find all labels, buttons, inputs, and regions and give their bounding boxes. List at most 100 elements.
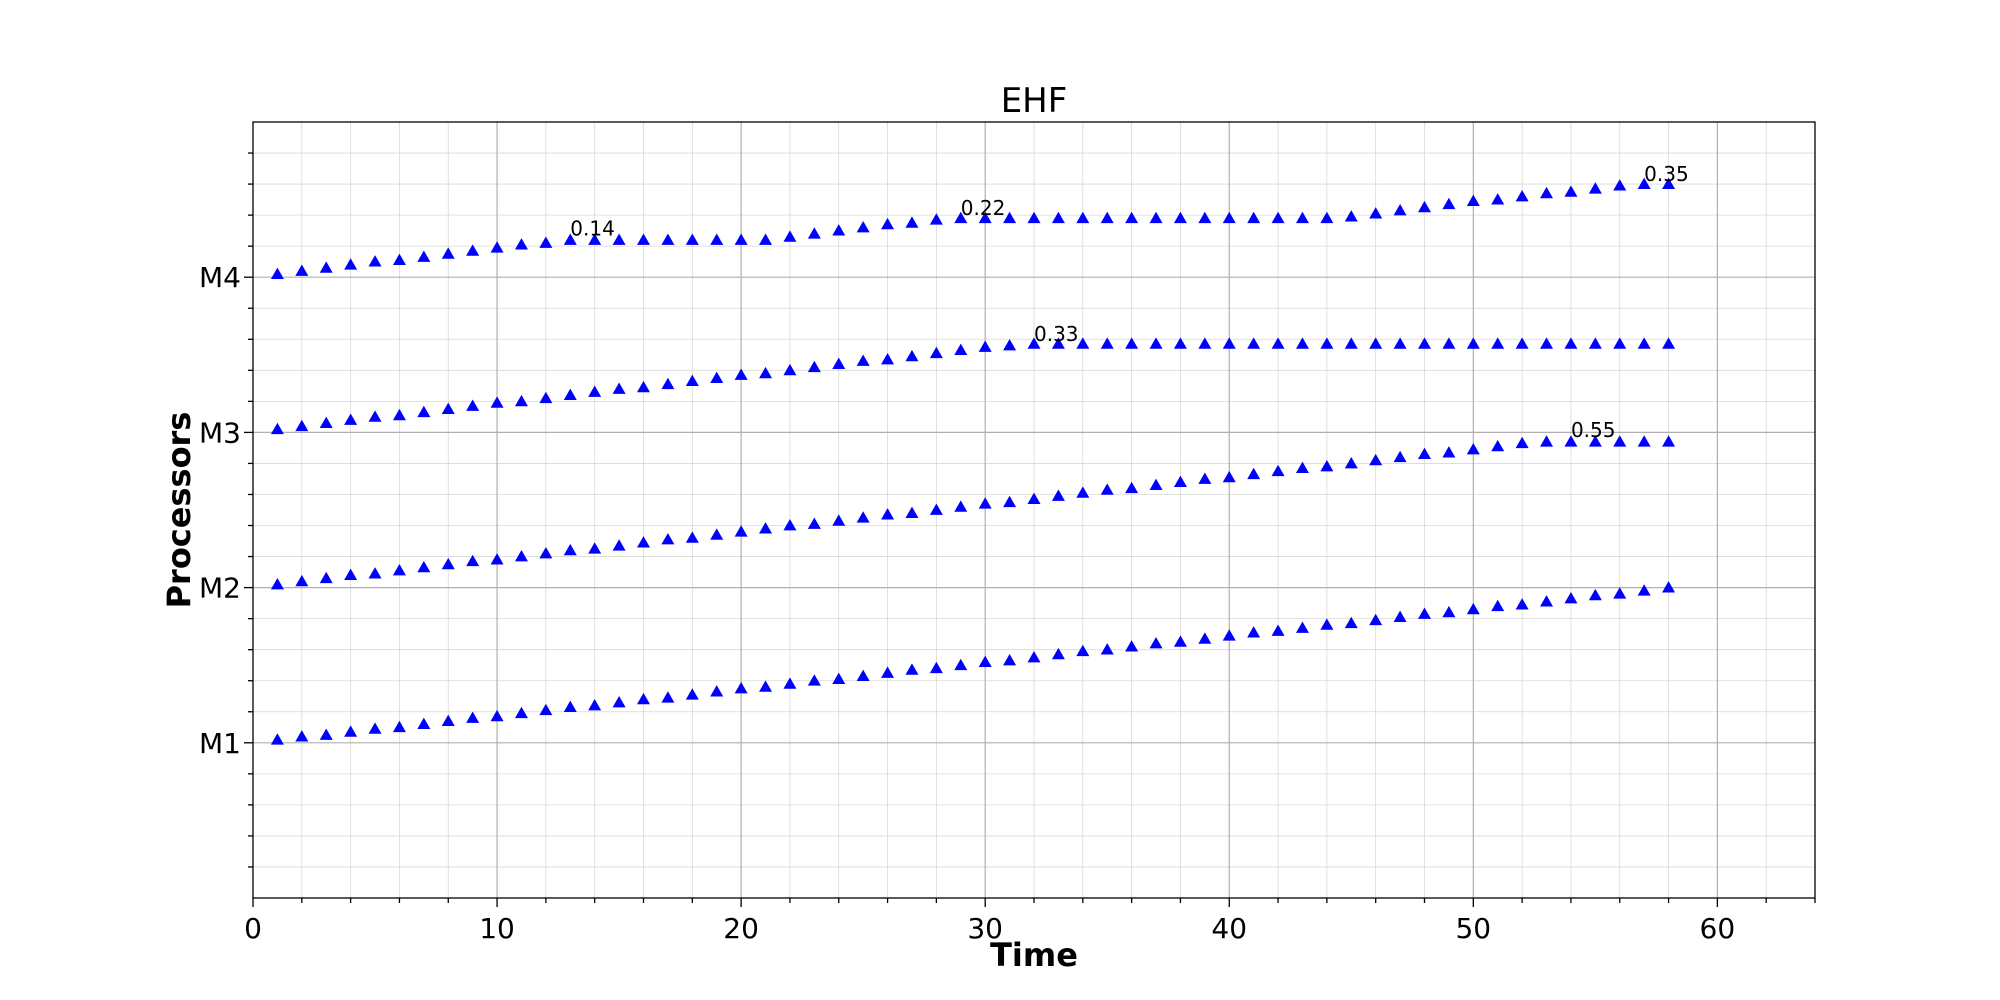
- data-point-m3: [1271, 337, 1285, 349]
- data-point-m4: [929, 213, 943, 225]
- annotations: 0.14 0.22 0.33 0.55 0.35: [570, 162, 1688, 442]
- data-point-m3: [1515, 337, 1529, 349]
- data-point-m1: [539, 703, 553, 716]
- data-point-m2: [466, 554, 480, 567]
- data-point-m1: [490, 709, 504, 722]
- data-point-m1: [881, 666, 895, 678]
- data-point-m2: [1393, 450, 1407, 463]
- data-point-m1: [514, 706, 528, 719]
- data-point-m1: [295, 730, 309, 742]
- data-point-m4: [295, 264, 309, 276]
- data-point-m1: [1320, 618, 1334, 630]
- data-point-m4: [441, 247, 455, 259]
- data-point-m2: [392, 564, 406, 576]
- data-point-m2: [734, 525, 748, 537]
- data-point-m2: [954, 500, 968, 512]
- data-point-m4: [734, 233, 748, 245]
- data-point-m2: [1369, 453, 1383, 466]
- data-point-m3: [588, 385, 602, 397]
- data-point-m2: [1222, 470, 1236, 483]
- data-point-m3: [270, 422, 284, 435]
- data-point-m2: [1418, 447, 1431, 460]
- data-point-m1: [612, 695, 626, 708]
- data-point-m3: [612, 382, 626, 394]
- y-tick-label: M3: [199, 416, 241, 449]
- data-point-m2: [637, 536, 650, 548]
- data-point-m1: [441, 714, 455, 726]
- data-point-m2: [1295, 461, 1309, 473]
- data-point-m3: [1222, 337, 1236, 349]
- data-point-m4: [1149, 211, 1163, 224]
- data-point-m2: [563, 543, 577, 556]
- data-point-m2: [441, 557, 455, 570]
- data-point-m2: [881, 508, 895, 520]
- data-point-m3: [466, 399, 480, 411]
- data-point-m1: [685, 688, 699, 700]
- data-point-m1: [1588, 588, 1602, 601]
- grid: [253, 122, 1816, 898]
- data-point-m2: [368, 567, 382, 579]
- data-point-m4: [685, 233, 699, 245]
- data-point-m4: [1418, 200, 1431, 213]
- data-point-m2: [978, 497, 992, 509]
- annotation-label: 0.22: [961, 196, 1006, 220]
- data-point-m3: [1442, 337, 1456, 349]
- data-point-m2: [1125, 481, 1139, 494]
- data-point-m1: [1344, 616, 1358, 629]
- data-point-m4: [466, 244, 480, 256]
- data-point-m2: [1491, 439, 1505, 452]
- data-point-m1: [270, 733, 284, 745]
- data-point-m4: [1198, 211, 1212, 224]
- data-point-m4: [661, 233, 675, 245]
- data-point-m2: [1564, 435, 1578, 447]
- data-point-m3: [1003, 338, 1017, 351]
- data-point-m2: [1247, 467, 1261, 480]
- data-point-m4: [783, 230, 797, 242]
- data-point-m1: [344, 725, 358, 737]
- data-point-m3: [929, 346, 943, 359]
- data-point-m2: [1051, 489, 1065, 501]
- data-point-m3: [1613, 337, 1627, 349]
- data-point-m2: [759, 522, 773, 534]
- data-point-m3: [1100, 337, 1114, 349]
- data-point-m3: [661, 377, 675, 390]
- data-point-m2: [1320, 460, 1334, 472]
- data-point-m1: [1662, 581, 1676, 593]
- x-tick-label: 60: [1700, 912, 1736, 945]
- data-point-m2: [1466, 442, 1480, 455]
- data-point-m1: [734, 681, 748, 694]
- data-point-m2: [514, 550, 528, 562]
- data-point-m2: [1100, 483, 1114, 495]
- data-point-m3: [1491, 337, 1505, 349]
- data-point-m1: [1198, 632, 1212, 644]
- data-point-m1: [1076, 644, 1090, 657]
- data-point-m3: [490, 396, 504, 408]
- data-point-m4: [1637, 177, 1651, 189]
- data-point-m4: [344, 258, 358, 270]
- data-point-m4: [1271, 211, 1285, 224]
- data-point-m3: [295, 419, 309, 432]
- data-point-m3: [1198, 337, 1212, 349]
- data-point-m2: [1588, 435, 1602, 447]
- data-point-m4: [1369, 207, 1383, 219]
- data-point-m2: [929, 503, 943, 515]
- data-point-m4: [392, 253, 406, 266]
- data-point-m3: [1125, 337, 1139, 349]
- data-point-m1: [319, 728, 333, 740]
- data-point-m2: [1198, 472, 1212, 484]
- data-point-m4: [1393, 203, 1407, 216]
- data-point-m1: [588, 699, 602, 711]
- data-point-m4: [612, 233, 626, 245]
- data-point-m4: [588, 233, 602, 245]
- data-point-m1: [710, 685, 724, 697]
- data-point-m1: [1051, 647, 1065, 660]
- data-point-m3: [514, 394, 528, 407]
- x-tick-label: 0: [244, 912, 262, 945]
- data-point-m1: [783, 677, 797, 689]
- data-point-m3: [759, 366, 773, 379]
- data-point-m2: [1271, 464, 1285, 477]
- data-point-m3: [1173, 337, 1187, 349]
- data-point-m4: [563, 233, 577, 245]
- data-point-m3: [319, 416, 333, 428]
- data-point-m2: [685, 531, 699, 543]
